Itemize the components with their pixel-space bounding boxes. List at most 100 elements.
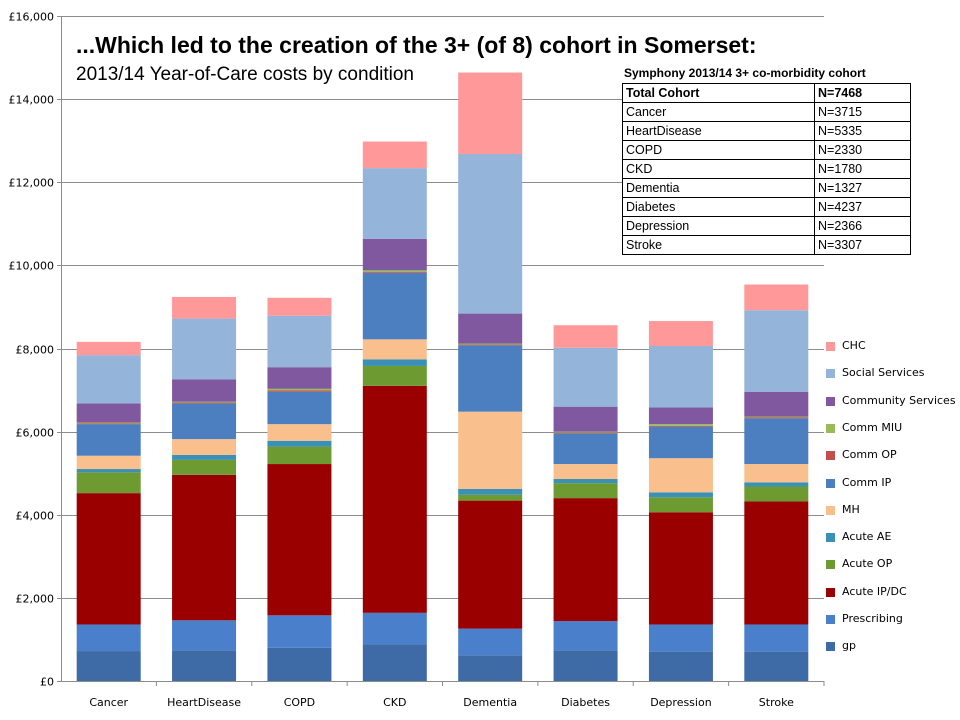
bar-segment bbox=[458, 345, 523, 412]
bar-segment bbox=[76, 472, 141, 494]
x-tick-label: Depression bbox=[650, 696, 712, 709]
legend-swatch bbox=[826, 478, 835, 488]
bar-segment bbox=[553, 325, 618, 348]
y-tick-label: £14,000 bbox=[9, 94, 55, 107]
bar-segment bbox=[744, 482, 809, 487]
legend-swatch bbox=[826, 587, 835, 597]
bar-segment bbox=[648, 424, 713, 426]
bar-segment bbox=[362, 141, 427, 169]
cohort-label: Total Cohort bbox=[622, 83, 815, 103]
legend-label: Comm IP bbox=[842, 475, 892, 489]
x-tick-label: Dementia bbox=[463, 696, 517, 709]
bar-segment bbox=[267, 390, 332, 392]
cohort-label: COPD bbox=[622, 140, 815, 160]
cohort-label: Cancer bbox=[622, 102, 815, 122]
bar-segment bbox=[553, 464, 618, 480]
axes bbox=[57, 16, 825, 686]
bar-segment bbox=[362, 612, 427, 645]
legend-label: Acute IP/DC bbox=[842, 584, 907, 598]
cohort-label: CKD bbox=[622, 159, 815, 179]
bar-segment bbox=[744, 417, 809, 419]
cohort-label: Dementia bbox=[622, 178, 815, 198]
legend-swatch bbox=[826, 342, 835, 351]
y-tick-label: £4,000 bbox=[16, 510, 55, 523]
bar-segment bbox=[172, 650, 237, 681]
bar-segment bbox=[362, 168, 427, 239]
bar-segment bbox=[76, 423, 141, 425]
cohort-row: Diabetes N=4237 bbox=[622, 197, 911, 217]
bar-segment bbox=[553, 347, 618, 407]
bar-segment bbox=[553, 431, 618, 433]
legend-label: Comm OP bbox=[842, 448, 897, 462]
cohort-row: Depression N=2366 bbox=[622, 216, 911, 236]
bar-segment bbox=[648, 426, 713, 459]
cohort-table: Total Cohort N=7468 Cancer N=3715 HeartD… bbox=[622, 83, 911, 255]
y-tick-label: £6,000 bbox=[16, 427, 55, 440]
bar-segment bbox=[744, 486, 809, 502]
legend-label: Acute OP bbox=[842, 557, 893, 571]
bar-segment bbox=[172, 402, 237, 404]
legend-label: Acute AE bbox=[842, 530, 892, 544]
cohort-value: N=1780 bbox=[814, 159, 911, 179]
bar-segment bbox=[553, 621, 618, 651]
cohort-row-total: Total Cohort N=7468 bbox=[622, 83, 911, 103]
bar-segment bbox=[553, 432, 618, 434]
x-tick-label: HeartDisease bbox=[167, 696, 241, 709]
bar-segment bbox=[458, 411, 523, 489]
bar-segment bbox=[172, 620, 237, 651]
bar-segment bbox=[362, 365, 427, 386]
bar-segment bbox=[172, 401, 237, 403]
x-tick-label: Diabetes bbox=[561, 696, 610, 709]
y-tick-label: £10,000 bbox=[9, 260, 55, 273]
bar-segment bbox=[458, 488, 523, 495]
legend-swatch bbox=[826, 533, 835, 543]
bar-segment bbox=[553, 433, 618, 465]
legend-label: CHC bbox=[842, 339, 866, 352]
bar-segment bbox=[744, 624, 809, 652]
bar-segment bbox=[458, 655, 523, 681]
bar-segment bbox=[172, 459, 237, 475]
bar-segment bbox=[362, 339, 427, 360]
cohort-value: N=1327 bbox=[814, 178, 911, 198]
bar-segment bbox=[553, 498, 618, 622]
bar-segment bbox=[553, 483, 618, 499]
legend-label: Comm MIU bbox=[842, 420, 903, 434]
bar-segment bbox=[362, 270, 427, 273]
bar-segment bbox=[553, 406, 618, 432]
cohort-row: Dementia N=1327 bbox=[622, 178, 911, 198]
bar-segment bbox=[648, 321, 713, 347]
bar-segment bbox=[458, 153, 523, 314]
bar-segment bbox=[458, 628, 523, 656]
bar-segment bbox=[172, 439, 237, 455]
cohort-value: N=4237 bbox=[814, 197, 911, 217]
bar-segment bbox=[267, 446, 332, 465]
cohort-label: HeartDisease bbox=[622, 121, 815, 141]
legend-label: MH bbox=[842, 502, 860, 516]
legend-swatch bbox=[826, 451, 835, 461]
bar-segment bbox=[267, 297, 332, 316]
legend-swatch bbox=[826, 560, 835, 570]
cohort-row: Cancer N=3715 bbox=[622, 102, 911, 122]
bar-segment bbox=[458, 494, 523, 501]
bar-segment bbox=[76, 341, 141, 356]
bar-segment bbox=[267, 424, 332, 441]
cohort-table-caption: Symphony 2013/14 3+ co-morbidity cohort bbox=[624, 66, 866, 80]
bar-segment bbox=[267, 440, 332, 447]
legend-swatch bbox=[826, 423, 835, 433]
bar-segment bbox=[744, 651, 809, 681]
y-tick-label: £8,000 bbox=[16, 344, 55, 357]
cohort-value: N=5335 bbox=[814, 121, 911, 141]
bar-segment bbox=[648, 624, 713, 652]
bar-segment bbox=[362, 385, 427, 613]
bar-segment bbox=[553, 650, 618, 681]
legend-swatch bbox=[826, 615, 835, 624]
cohort-row: COPD N=2330 bbox=[622, 140, 911, 160]
bar-segment bbox=[76, 455, 141, 470]
bar-segment bbox=[458, 344, 523, 346]
bar-segment bbox=[172, 454, 237, 460]
x-tick-label: Cancer bbox=[89, 696, 128, 709]
bar-segment bbox=[648, 458, 713, 493]
cohort-label: Diabetes bbox=[622, 197, 815, 217]
tick-labels: £0 £2,000 £4,000 £6,000 £8,000 £10,000 £12,000… bbox=[9, 11, 795, 710]
